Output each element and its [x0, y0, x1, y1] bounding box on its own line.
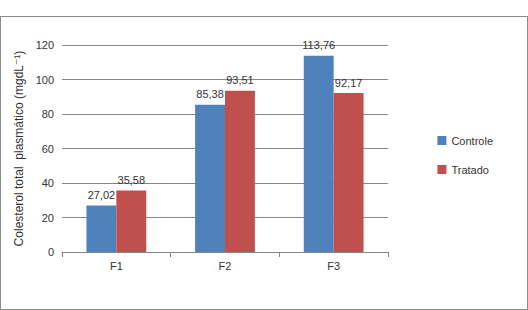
svg-text:100: 100	[36, 74, 54, 86]
svg-text:20: 20	[42, 212, 54, 224]
svg-text:93,51: 93,51	[226, 74, 254, 86]
svg-text:85,38: 85,38	[196, 88, 224, 100]
svg-text:Controle: Controle	[451, 135, 493, 147]
svg-text:113,76: 113,76	[302, 39, 335, 51]
svg-text:35,58: 35,58	[118, 174, 146, 186]
svg-text:Tratado: Tratado	[451, 164, 489, 176]
svg-text:40: 40	[42, 177, 54, 189]
svg-text:80: 80	[42, 108, 54, 120]
svg-text:Colesterol total plasmático (: Colesterol total plasmático (mgdL⁻¹)	[12, 51, 26, 247]
svg-text:F3: F3	[327, 260, 340, 272]
svg-text:92,17: 92,17	[335, 77, 363, 89]
svg-text:27,02: 27,02	[88, 189, 116, 201]
svg-text:120: 120	[36, 39, 54, 51]
svg-text:60: 60	[42, 143, 54, 155]
svg-text:0: 0	[48, 246, 54, 258]
svg-text:F2: F2	[219, 260, 232, 272]
svg-text:F1: F1	[110, 260, 123, 272]
